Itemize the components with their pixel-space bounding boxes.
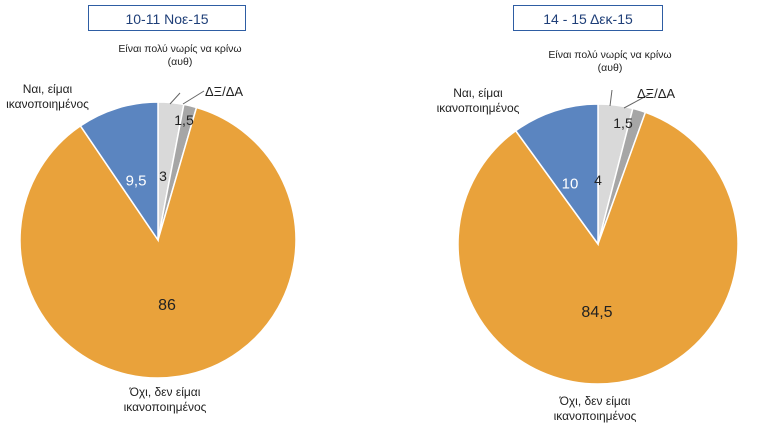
label-too-early-line2: (αυθ) [597,62,623,74]
label-no-line1: Όχι, δεν είμαι [129,385,201,399]
label-yes: Ναι, είμαι ικανοποιημένος [0,82,95,112]
slice-yes [79,101,159,243]
label-dk: ΔΞ/ΔΑ [637,86,676,101]
label-no-line2: ικανοποιημένος [123,400,207,414]
value-label-dk: 1,5 [613,115,633,131]
label-yes-line2: ικανοποιημένος [436,101,520,115]
value-label-yes: 10 [561,175,579,193]
value-label-too-early: 4 [594,172,602,188]
leader-line-too-early [609,89,613,107]
label-too-early: Είναι πολύ νωρίς να κρίνω (αυθ) [100,43,260,69]
value-label-no: 84,5 [581,304,613,321]
leader-line-dk [623,93,651,109]
value-label-no: 86 [158,297,176,314]
value-label-dk: 1,5 [174,112,194,128]
label-yes-line1: Ναι, είμαι [22,82,73,96]
chart-title: 14 - 15 Δεκ-15 [513,5,663,31]
label-yes-line1: Ναι, είμαι [453,86,503,100]
label-dk: ΔΞ/ΔΑ [205,84,244,99]
value-label-yes: 9,5 [125,172,147,190]
leader-line-too-early [169,92,181,105]
label-too-early-line1: Είναι πολύ νωρίς να κρίνω [548,49,672,61]
value-label-too-early: 3 [159,168,167,184]
label-too-early-line2: (αυθ) [167,56,193,68]
label-no-line1: Όχι, δεν είμαι [559,394,631,408]
label-too-early-line1: Είναι πολύ νωρίς να κρίνω [118,43,242,55]
slice-yes [514,103,599,247]
pie-svg [457,89,739,385]
label-yes: Ναι, είμαι ικανοποιημένος [428,86,528,116]
leader-line-dk [182,90,205,105]
slice-no [19,106,297,379]
chart-title: 10-11 Νοε-15 [88,5,246,31]
label-yes-line2: ικανοποιημένος [6,97,89,111]
label-no: Όχι, δεν είμαι ικανοποιημένος [525,394,665,424]
pie-chart-nov: 10-11 Νοε-15 Είναι πολύ νωρίς να κρίνω (… [0,5,297,415]
slice-no [457,111,739,385]
label-too-early: Είναι πολύ νωρίς να κρίνω (αυθ) [530,49,690,75]
label-no: Όχι, δεν είμαι ικανοποιημένος [95,385,235,415]
label-no-line2: ικανοποιημένος [553,409,637,423]
pie-svg [19,90,297,379]
pie-chart-dec: 14 - 15 Δεκ-15 Είναι πολύ νωρίς να κρίνω… [390,0,780,438]
